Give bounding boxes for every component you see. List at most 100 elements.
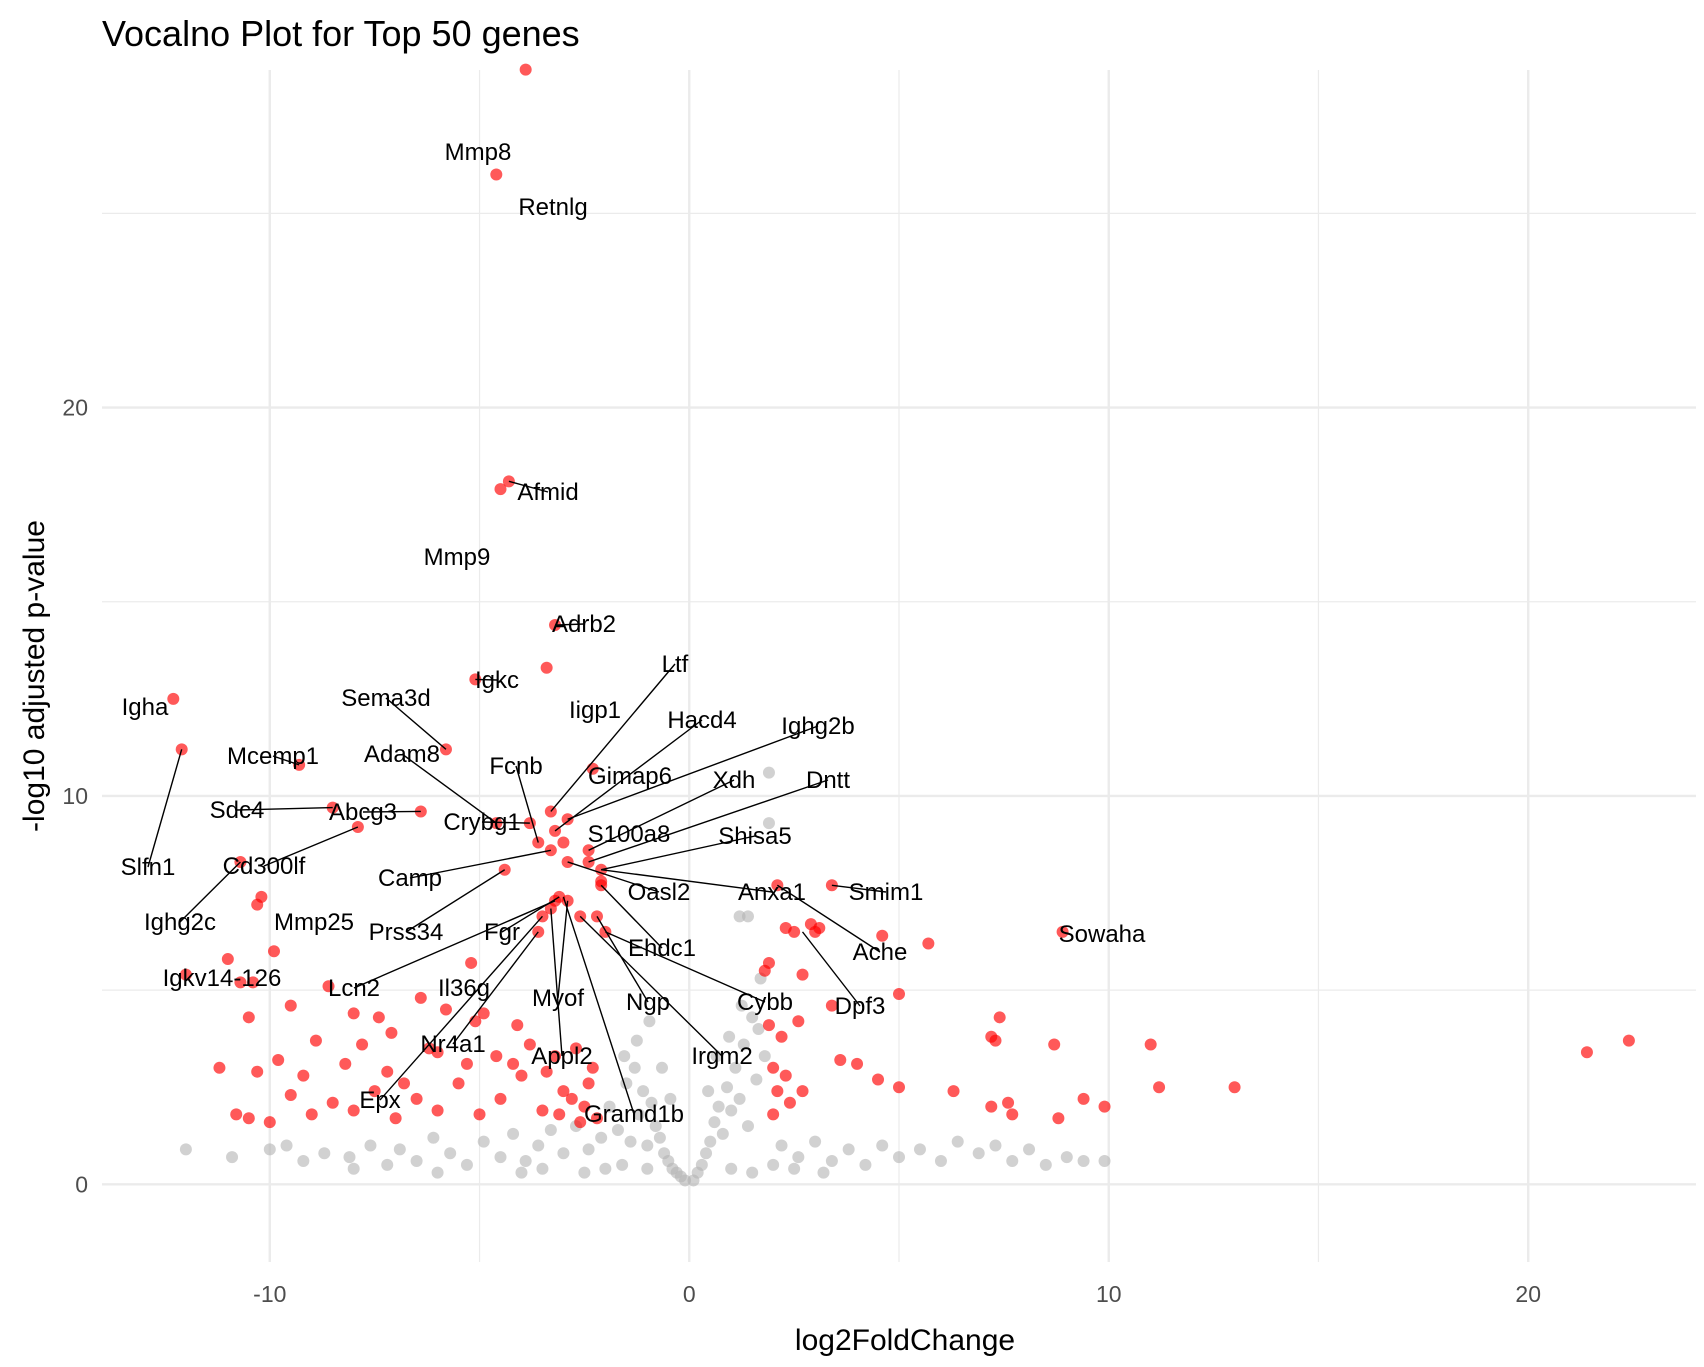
non-significant-point <box>702 1085 715 1098</box>
gene-label: Lcn2 <box>328 975 380 1002</box>
y-tick-label: 20 <box>62 395 88 421</box>
gene-label: Hacd4 <box>667 707 736 734</box>
significant-point <box>272 1054 285 1067</box>
significant-point <box>465 956 478 969</box>
significant-point <box>234 976 247 989</box>
non-significant-point <box>876 1139 889 1152</box>
non-significant-point <box>263 1143 276 1156</box>
label-leader-line <box>562 896 635 1115</box>
non-significant-point <box>431 1166 444 1179</box>
significant-point <box>578 1100 591 1113</box>
label-leader-line <box>236 806 333 811</box>
gene-label: Nr4a1 <box>420 1031 485 1058</box>
gene-label: Ighg2c <box>144 909 216 936</box>
significant-point <box>356 1038 369 1051</box>
non-significant-point <box>603 1100 616 1113</box>
non-significant-point <box>645 1096 658 1109</box>
label-leader-line <box>550 663 676 812</box>
non-significant-point <box>664 1092 677 1105</box>
significant-point <box>251 1065 264 1078</box>
non-significant-point <box>544 1123 557 1136</box>
label-leader-line <box>557 900 569 999</box>
significant-point <box>414 991 427 1004</box>
significant-point <box>1144 1038 1157 1051</box>
non-significant-point <box>741 1120 754 1133</box>
significant-point <box>1052 1112 1065 1125</box>
gene-label: Mcemp1 <box>227 743 319 770</box>
non-significant-point <box>507 1127 520 1140</box>
label-leader-line <box>179 861 241 923</box>
non-significant-point <box>913 1143 926 1156</box>
significant-point <box>523 1038 536 1051</box>
non-significant-point <box>343 1151 356 1164</box>
non-significant-point <box>630 1034 643 1047</box>
non-significant-point <box>750 1073 763 1086</box>
significant-point <box>595 875 608 888</box>
non-significant-point <box>1006 1155 1019 1168</box>
gene-label: Mmp8 <box>445 139 512 166</box>
non-significant-point <box>712 1100 725 1113</box>
non-significant-point <box>532 1139 545 1152</box>
non-significant-point <box>297 1155 310 1168</box>
non-significant-point <box>735 999 748 1012</box>
label-leader-line <box>379 915 543 1101</box>
significant-point <box>507 1057 520 1070</box>
non-significant-point <box>746 1166 759 1179</box>
significant-point <box>309 1034 322 1047</box>
non-significant-point <box>725 1104 738 1117</box>
non-significant-point <box>859 1158 872 1171</box>
significant-point <box>284 1088 297 1101</box>
non-significant-point <box>762 766 775 779</box>
gene-label: Oasl2 <box>628 879 691 906</box>
significant-point <box>221 953 234 966</box>
significant-point <box>947 1085 960 1098</box>
non-significant-point <box>893 1151 905 1164</box>
significant-point <box>322 980 335 993</box>
significant-point <box>758 964 771 977</box>
significant-point <box>389 1112 402 1125</box>
gene-label: Cybb <box>737 989 793 1016</box>
label-leader-line <box>263 826 359 867</box>
x-tick-label: -10 <box>253 1281 286 1307</box>
gene-label: Sema3d <box>341 685 430 712</box>
significant-point <box>783 1096 796 1109</box>
significant-point <box>251 898 264 911</box>
non-significant-point <box>624 1135 637 1148</box>
non-significant-point <box>817 1166 830 1179</box>
significant-point <box>519 63 532 76</box>
significant-point <box>242 1011 255 1024</box>
significant-point <box>557 836 570 849</box>
gene-label: Fcnb <box>489 753 542 780</box>
significant-point <box>347 1104 360 1117</box>
gene-label: Mmp25 <box>274 909 354 936</box>
significant-point <box>1098 1100 1111 1113</box>
significant-point <box>762 1019 775 1032</box>
label-leader-line <box>353 900 556 989</box>
non-significant-point <box>536 1162 549 1175</box>
y-axis-title: -log10 adjusted p-value <box>18 520 51 832</box>
non-significant-point <box>632 1108 645 1121</box>
significant-point <box>893 988 905 1001</box>
non-significant-point <box>643 1015 656 1028</box>
significant-point <box>549 1050 562 1063</box>
gene-label: Adrb2 <box>552 611 616 638</box>
significant-point <box>410 1092 423 1105</box>
gene-label: S100a8 <box>588 821 671 848</box>
non-significant-point <box>733 910 746 923</box>
significant-point <box>771 1085 784 1098</box>
label-leader-line <box>601 835 756 871</box>
non-significant-point <box>460 1158 473 1171</box>
significant-point <box>570 1042 583 1055</box>
significant-point <box>473 1108 486 1121</box>
significant-point <box>1002 1096 1015 1109</box>
significant-point <box>230 1108 243 1121</box>
non-significant-point <box>1060 1151 1073 1164</box>
significant-point <box>439 1003 452 1016</box>
non-significant-point <box>444 1147 457 1160</box>
non-significant-point <box>1098 1155 1111 1168</box>
label-leader-line <box>601 869 773 893</box>
non-significant-point <box>655 1061 668 1074</box>
gene-label: Ache <box>853 939 908 966</box>
non-significant-point <box>729 1061 742 1074</box>
significant-point <box>1622 1034 1635 1047</box>
